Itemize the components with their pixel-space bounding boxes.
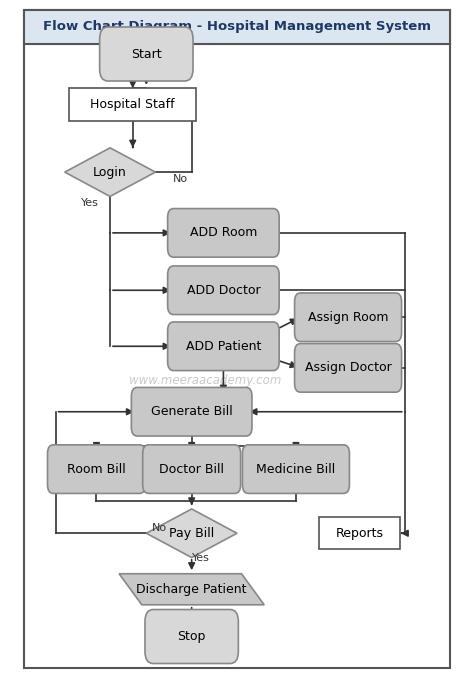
FancyBboxPatch shape [131,387,252,436]
Polygon shape [119,574,264,605]
Text: No: No [173,174,188,184]
Text: Room Bill: Room Bill [67,462,126,476]
FancyBboxPatch shape [168,266,279,315]
Text: ADD Doctor: ADD Doctor [187,284,260,297]
Text: Medicine Bill: Medicine Bill [256,462,336,476]
FancyBboxPatch shape [47,445,146,493]
FancyBboxPatch shape [100,27,193,81]
Text: Assign Doctor: Assign Doctor [305,361,392,375]
Bar [319,517,400,549]
FancyBboxPatch shape [168,322,279,371]
Text: Login: Login [93,165,127,179]
Text: ADD Room: ADD Room [190,226,257,240]
Text: Flow Chart Diagram - Hospital Management System: Flow Chart Diagram - Hospital Management… [43,20,431,33]
Text: Reports: Reports [336,526,383,540]
Text: No: No [152,523,167,533]
FancyBboxPatch shape [242,445,349,493]
FancyBboxPatch shape [168,209,279,257]
Text: Pay Bill: Pay Bill [169,526,214,540]
Text: Discharge Patient: Discharge Patient [137,583,247,596]
Text: Start: Start [131,47,162,61]
Text: Yes: Yes [81,198,99,207]
Text: Stop: Stop [177,630,206,643]
Text: Generate Bill: Generate Bill [151,405,233,418]
FancyBboxPatch shape [294,293,401,342]
Text: ADD Patient: ADD Patient [186,340,261,353]
FancyBboxPatch shape [143,445,241,493]
Text: Doctor Bill: Doctor Bill [159,462,224,476]
Text: www.meeraacademy.com: www.meeraacademy.com [129,373,282,387]
Text: Assign Room: Assign Room [308,310,388,324]
FancyBboxPatch shape [294,344,401,392]
FancyBboxPatch shape [145,610,238,664]
Bar [69,88,196,121]
Text: Yes: Yes [192,554,210,563]
Text: Hospital Staff: Hospital Staff [91,98,175,111]
Bar [24,10,450,44]
Polygon shape [146,509,237,558]
Polygon shape [65,148,155,196]
